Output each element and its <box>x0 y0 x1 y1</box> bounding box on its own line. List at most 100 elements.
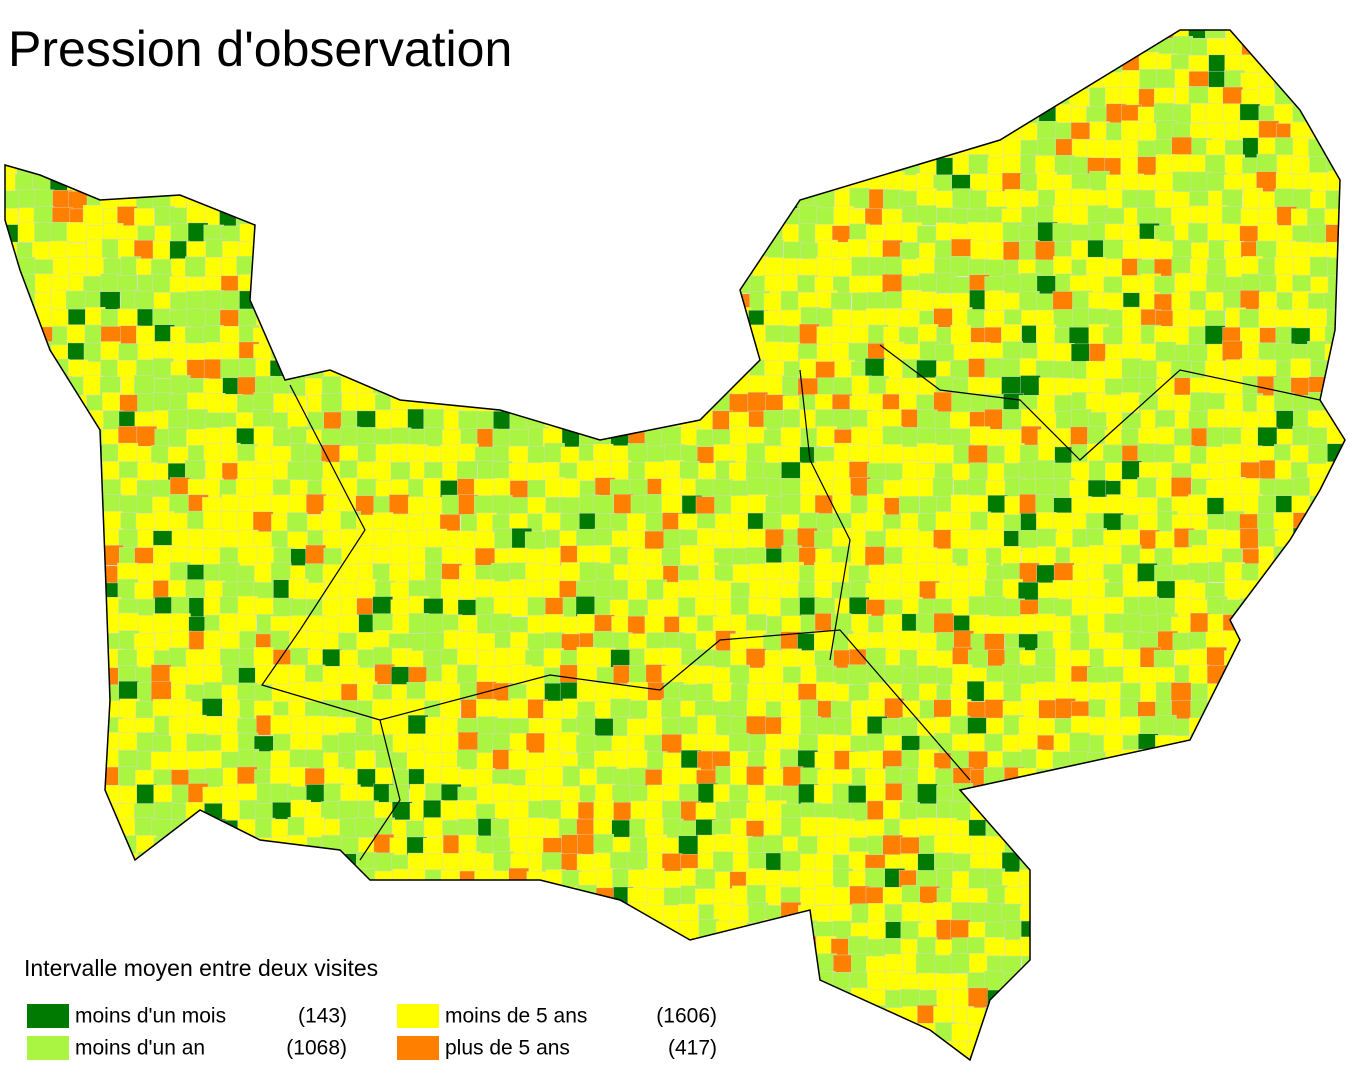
commune-cell <box>1239 528 1261 549</box>
commune-cell <box>815 1021 836 1042</box>
commune-cell <box>1052 853 1074 875</box>
commune-cell <box>593 104 614 125</box>
commune-cell <box>1225 1023 1247 1044</box>
commune-cell <box>49 700 70 721</box>
commune-cell <box>678 716 699 738</box>
commune-cell <box>985 70 1007 92</box>
commune-cell <box>34 871 55 892</box>
commune-cell <box>205 920 226 942</box>
commune-cell <box>663 395 684 416</box>
commune-cell <box>1137 837 1159 859</box>
commune-cell <box>1310 718 1331 740</box>
commune-cell <box>627 238 649 260</box>
commune-cell <box>1103 139 1125 161</box>
commune-cell <box>425 224 446 245</box>
commune-cell <box>390 121 411 143</box>
commune-cell <box>729 30 751 41</box>
commune-cell <box>1154 971 1175 993</box>
commune-cell <box>1224 885 1245 906</box>
commune-cell <box>577 123 598 145</box>
commune-cell <box>664 292 685 313</box>
commune-cell <box>320 511 342 532</box>
commune-cell <box>1071 1007 1093 1028</box>
commune-cell <box>341 137 362 158</box>
commune-cell <box>50 748 72 770</box>
commune-cell <box>645 954 667 975</box>
commune-cell <box>1292 188 1313 210</box>
commune-cell <box>647 275 668 296</box>
commune-cell <box>1036 342 1058 364</box>
commune-cell <box>781 971 802 992</box>
commune-cell <box>628 69 649 91</box>
commune-cell <box>407 222 428 243</box>
commune-cell <box>357 88 378 109</box>
commune-cell <box>239 103 260 124</box>
commune-cell <box>1103 953 1125 974</box>
commune-cell <box>595 358 617 379</box>
commune-cell <box>899 309 920 330</box>
commune-cell <box>745 954 767 975</box>
commune-cell <box>883 341 905 362</box>
commune-cell <box>526 392 547 414</box>
commune-cell <box>168 104 190 125</box>
commune-cell <box>1273 971 1295 993</box>
commune-cell <box>321 154 342 175</box>
commune-cell <box>238 1040 259 1060</box>
commune-cell <box>423 276 444 297</box>
commune-cell <box>1003 783 1024 804</box>
commune-cell <box>1017 836 1039 857</box>
commune-cell <box>134 87 155 108</box>
commune-cell <box>441 190 462 211</box>
commune-cell <box>1242 834 1263 855</box>
commune-cell <box>322 325 343 347</box>
commune-cell <box>630 1024 651 1045</box>
commune-cell <box>1208 905 1229 926</box>
commune-cell <box>1325 953 1345 975</box>
commune-cell <box>902 53 924 75</box>
commune-cell <box>1225 734 1246 756</box>
commune-cell <box>561 309 582 330</box>
commune-cell <box>1292 562 1313 583</box>
commune-cell <box>1238 800 1260 821</box>
commune-cell <box>17 359 39 380</box>
commune-cell <box>271 140 292 161</box>
commune-cell <box>984 699 1006 720</box>
legend-swatch <box>27 1036 69 1060</box>
commune-cell <box>1276 37 1297 58</box>
commune-cell <box>593 834 614 855</box>
commune-cell <box>5 802 21 824</box>
commune-cell <box>1342 392 1345 414</box>
commune-cell <box>287 224 308 245</box>
commune-cell <box>919 105 940 127</box>
commune-cell <box>1258 835 1279 856</box>
commune-cell <box>610 53 632 74</box>
commune-cell <box>678 155 700 176</box>
commune-cell <box>917 665 938 686</box>
commune-cell <box>1069 953 1090 974</box>
commune-cell <box>510 190 531 212</box>
commune-cell <box>849 1041 871 1060</box>
commune-cell <box>458 410 479 432</box>
commune-cell <box>306 325 327 346</box>
commune-cell <box>542 376 563 397</box>
commune-cell <box>1190 869 1211 891</box>
commune-cell <box>476 378 498 399</box>
commune-cell <box>16 514 37 535</box>
commune-cell <box>222 800 243 822</box>
commune-cell <box>237 922 259 943</box>
commune-cell <box>1037 973 1059 995</box>
commune-cell <box>101 174 122 195</box>
commune-cell <box>647 52 668 73</box>
commune-cell <box>355 120 376 142</box>
commune-cell <box>252 511 274 532</box>
commune-cell <box>594 257 615 279</box>
commune-cell <box>341 1057 362 1060</box>
commune-cell <box>1310 510 1332 532</box>
commune-cell <box>780 902 802 923</box>
commune-cell <box>304 887 326 908</box>
commune-cell <box>1052 68 1074 90</box>
commune-cell <box>188 123 210 145</box>
commune-cell <box>612 239 634 260</box>
commune-cell <box>917 718 938 739</box>
commune-cell <box>1120 716 1142 737</box>
